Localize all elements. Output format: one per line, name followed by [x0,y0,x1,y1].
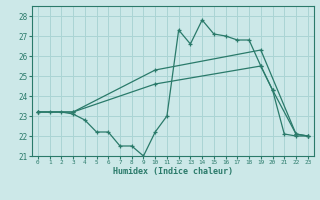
X-axis label: Humidex (Indice chaleur): Humidex (Indice chaleur) [113,167,233,176]
